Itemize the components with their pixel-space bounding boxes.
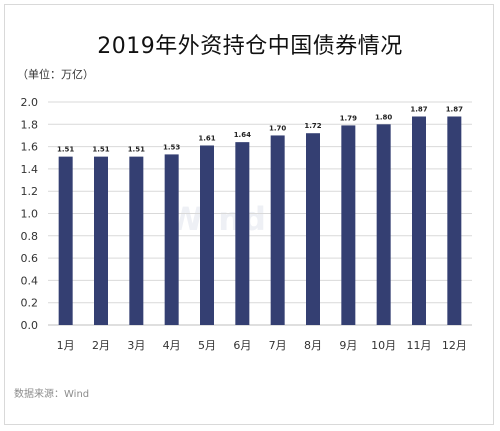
data-label: 1.64	[234, 131, 251, 139]
x-tick-label: 3月	[127, 339, 145, 352]
y-tick-label: 1.0	[21, 208, 39, 221]
x-tick-label: 7月	[269, 339, 287, 352]
bar	[306, 133, 320, 325]
data-label: 1.61	[198, 134, 215, 142]
y-tick-label: 2.0	[21, 96, 39, 109]
chart-title: 2019年外资持仓中国债券情况	[97, 34, 403, 59]
y-tick-label: 0.6	[21, 252, 39, 265]
labels-layer: 0.0 0.2 0.4 0.6 0.8 1.0 1.2 1.4 1.6 1.8 2.0 1.51 1月 1…	[21, 96, 467, 352]
x-tick-label: 6月	[233, 339, 251, 352]
x-tick-label: 10月	[371, 339, 396, 352]
data-label: 1.70	[269, 124, 286, 132]
y-tick-label: 1.6	[21, 141, 39, 154]
bar	[164, 154, 179, 325]
data-label: 1.87	[446, 105, 463, 113]
x-tick-label: 4月	[163, 339, 181, 352]
data-label: 1.51	[92, 146, 109, 154]
x-tick-label: 8月	[304, 339, 322, 352]
data-label: 1.79	[340, 114, 357, 122]
bar	[447, 116, 462, 326]
bar	[412, 116, 426, 326]
data-label: 1.51	[57, 146, 74, 154]
y-tick-label: 0.8	[21, 230, 39, 243]
y-tick-label: 1.2	[21, 185, 39, 198]
y-tick-label: 1.8	[21, 118, 39, 131]
bar	[200, 145, 214, 325]
y-tick-label: 0.2	[21, 297, 39, 310]
data-label: 1.80	[375, 113, 392, 121]
unit-label: （单位：万亿）	[17, 68, 94, 81]
data-label: 1.53	[163, 143, 180, 151]
bar	[58, 156, 73, 325]
data-label: 1.51	[128, 146, 145, 154]
x-tick-label: 9月	[339, 339, 357, 352]
watermark: Wind	[168, 200, 268, 238]
bar	[376, 124, 391, 325]
y-tick-label: 1.4	[21, 163, 39, 176]
bar	[94, 156, 108, 325]
data-label: 1.72	[304, 122, 321, 130]
x-tick-label: 1月	[57, 339, 75, 352]
data-label: 1.87	[410, 105, 427, 113]
bar	[341, 125, 356, 325]
bar	[270, 135, 285, 325]
y-tick-label: 0.0	[21, 319, 39, 332]
y-tick-label: 0.4	[21, 274, 39, 287]
x-tick-label: 11月	[407, 339, 432, 352]
bar	[235, 142, 250, 325]
x-tick-label: 12月	[442, 339, 467, 352]
grid-layer	[48, 101, 472, 326]
bars-layer	[58, 116, 462, 326]
x-tick-label: 2月	[92, 339, 110, 352]
x-tick-label: 5月	[198, 339, 216, 352]
source-note: 数据来源：Wind	[14, 389, 90, 400]
bar	[129, 156, 144, 325]
